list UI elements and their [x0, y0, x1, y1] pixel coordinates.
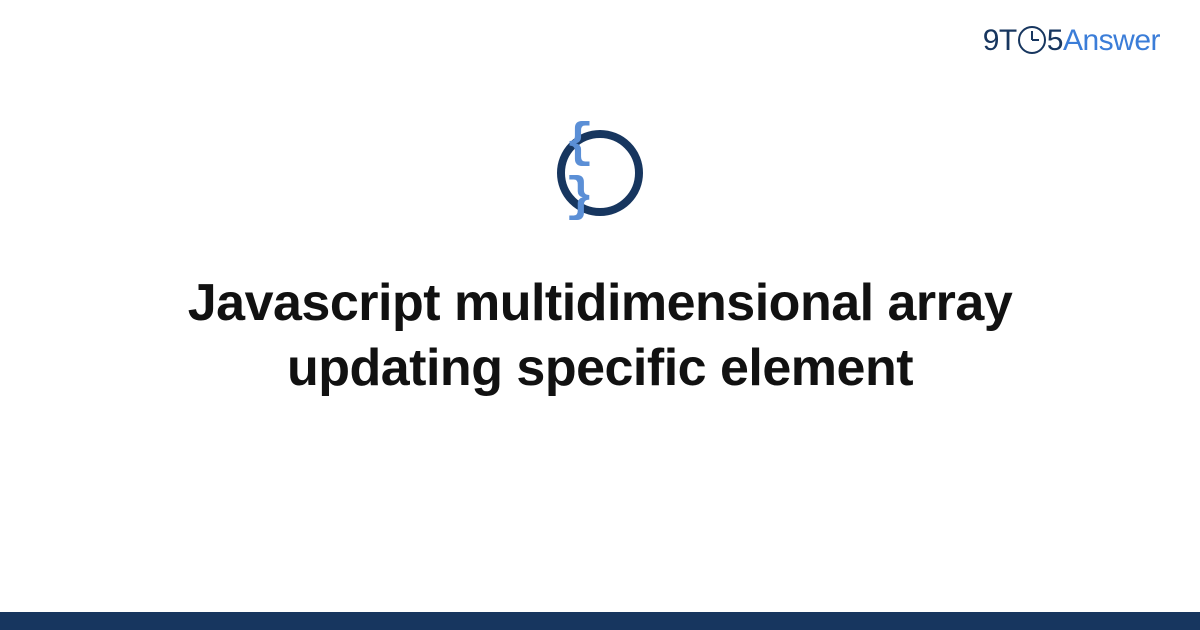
- logo-text-9t: 9T: [983, 24, 1017, 58]
- footer-bar: [0, 612, 1200, 630]
- clock-icon: [1018, 26, 1046, 54]
- logo-text-answer: Answer: [1063, 24, 1160, 58]
- braces-glyph: { }: [565, 117, 635, 225]
- page-title: Javascript multidimensional array updati…: [100, 271, 1100, 401]
- logo-text-5: 5: [1047, 24, 1063, 58]
- site-logo[interactable]: 9T 5 Answer: [983, 24, 1160, 58]
- main-content: { } Javascript multidimensional array up…: [0, 130, 1200, 401]
- code-braces-icon: { }: [557, 130, 643, 216]
